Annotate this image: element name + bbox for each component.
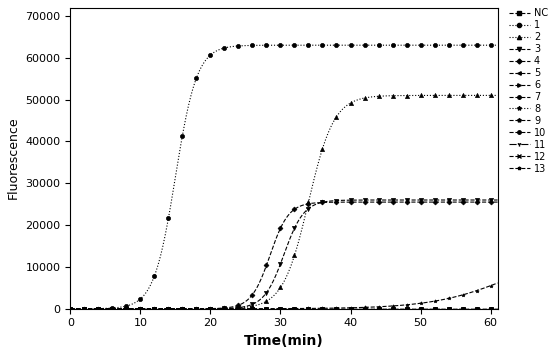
- X-axis label: Time(min): Time(min): [244, 334, 324, 348]
- Legend: NC, 1, 2, 3, 4, 5, 6, 7, 8, 9, 10, 11, 12, 13: NC, 1, 2, 3, 4, 5, 6, 7, 8, 9, 10, 11, 1…: [507, 6, 550, 176]
- Y-axis label: Fluorescence: Fluorescence: [7, 117, 20, 200]
